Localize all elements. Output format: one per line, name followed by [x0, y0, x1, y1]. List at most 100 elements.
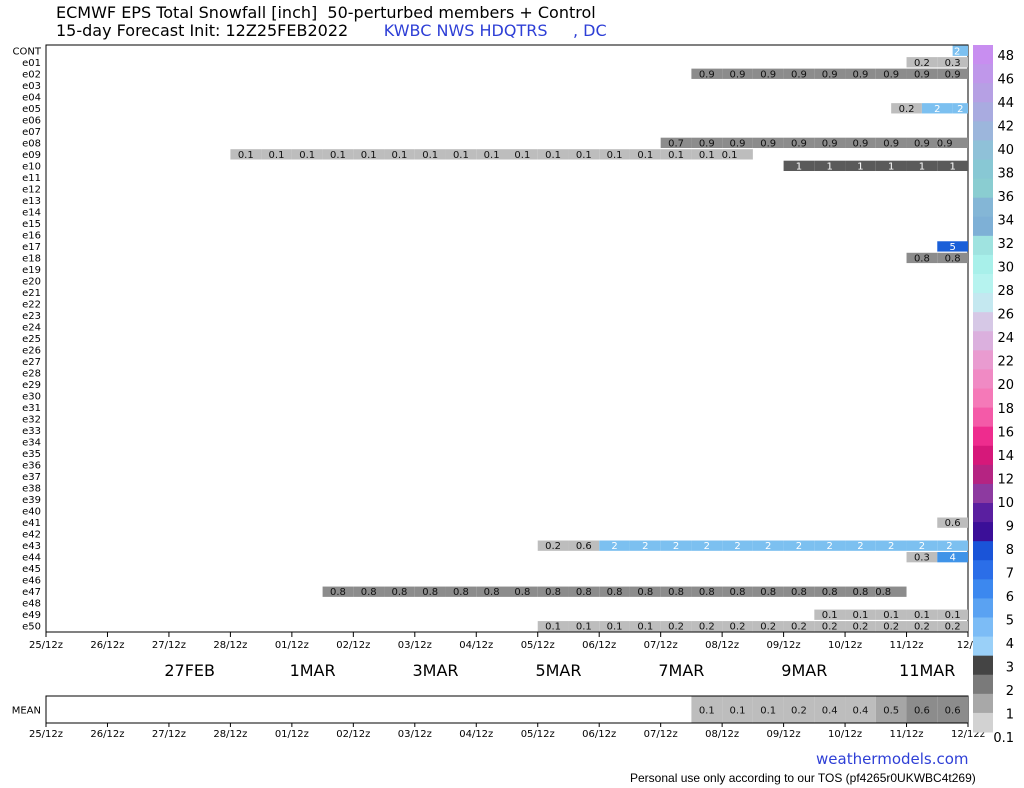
- cell-e10-3: [875, 160, 907, 172]
- cell-e10-4: [906, 160, 938, 172]
- value-label-e50-9: 0.2: [822, 622, 838, 633]
- cell-e09-4: [353, 149, 385, 160]
- colorbar-seg-8: [973, 197, 993, 218]
- colorbar-label-6: 36: [997, 190, 1014, 205]
- value-label-e08-6: 0.9: [852, 138, 868, 149]
- site-link[interactable]: weathermodels.com: [816, 750, 969, 768]
- member-label-e41: e41: [22, 518, 41, 529]
- mean-cell-7: [906, 696, 938, 723]
- cell-e09-12: [599, 149, 630, 160]
- cell-e10-0: [783, 160, 815, 172]
- value-label-CONT-0: 2: [954, 46, 960, 57]
- date-label-6: 11MAR: [899, 661, 955, 680]
- cell-e18-1: [937, 252, 968, 264]
- colorbar-seg-13: [973, 293, 993, 313]
- mean-value-7: 0.6: [914, 706, 930, 717]
- value-label-e47-3: 0.8: [422, 587, 438, 598]
- value-label-e09-4: 0.1: [361, 150, 377, 161]
- colorbar-seg-2: [973, 83, 993, 103]
- member-label-e32: e32: [22, 415, 41, 426]
- member-label-e47: e47: [22, 587, 41, 598]
- value-label-e09-15: 0.1: [699, 150, 715, 161]
- x-tick-label-14: 11/12z: [889, 640, 923, 651]
- member-label-e33: e33: [22, 426, 41, 437]
- member-label-e12: e12: [22, 184, 41, 195]
- value-label-e02-2: 0.9: [760, 69, 776, 80]
- member-label-e30: e30: [22, 392, 41, 403]
- member-label-e25: e25: [22, 334, 41, 345]
- member-label-e07: e07: [22, 127, 41, 138]
- cell-e43-3: [629, 540, 661, 551]
- cell-e08-2: [722, 137, 753, 148]
- mean-x-tick-label-12: 09/12z: [767, 729, 801, 740]
- station-name: KWBC NWS HDQTRS , DC: [383, 21, 607, 40]
- mean-x-tick-label-1: 26/12z: [90, 729, 124, 740]
- cell-e47-17: [845, 586, 876, 597]
- value-label-e49-4: 0.1: [945, 610, 961, 621]
- date-label-5: 9MAR: [781, 661, 827, 680]
- colorbar-label-14: 20: [997, 378, 1014, 393]
- value-label-e47-17: 0.8: [852, 587, 868, 598]
- cell-e47-9: [599, 586, 630, 597]
- value-label-e08-7: 0.9: [883, 138, 899, 149]
- value-label-e01-0: 0.2: [914, 58, 930, 69]
- value-label-e44-1: 4: [949, 553, 955, 564]
- colorbar-label-8: 32: [997, 237, 1014, 252]
- x-tick-label-12: 09/12z: [767, 640, 801, 651]
- cell-e47-4: [445, 586, 477, 597]
- value-label-e47-7: 0.8: [545, 587, 561, 598]
- value-label-e50-5: 0.2: [699, 622, 715, 633]
- value-label-e10-1: 1: [827, 161, 833, 172]
- cell-e47-18: [875, 586, 907, 597]
- colorbar-seg-1: [973, 64, 993, 84]
- member-label-e34: e34: [22, 438, 41, 449]
- cell-e02-0: [691, 68, 723, 79]
- colorbar-label-24: 5: [1006, 613, 1014, 628]
- cell-e43-1: [568, 540, 600, 551]
- value-label-e09-5: 0.1: [391, 150, 407, 161]
- value-label-e02-7: 0.9: [914, 69, 930, 80]
- cell-e50-12: [906, 621, 938, 632]
- value-label-e10-3: 1: [888, 161, 894, 172]
- value-label-e50-13: 0.2: [945, 622, 961, 633]
- cell-e41-0: [937, 517, 968, 528]
- value-label-e17-0: 5: [949, 242, 955, 253]
- colorbar-seg-17: [973, 369, 993, 389]
- member-label-e16: e16: [22, 230, 41, 241]
- cell-e43-13: [937, 540, 968, 551]
- mean-value-5: 0.4: [852, 706, 868, 717]
- cell-e01-0: [906, 57, 938, 68]
- value-label-e09-6: 0.1: [422, 150, 438, 161]
- value-label-e47-16: 0.8: [822, 587, 838, 598]
- cell-e47-6: [507, 586, 538, 597]
- value-label-e09-7: 0.1: [453, 150, 469, 161]
- colorbar-seg-20: [973, 426, 993, 447]
- date-label-1: 1MAR: [290, 661, 336, 680]
- cell-e08-8: [906, 137, 938, 148]
- cell-e05-0: [891, 103, 922, 114]
- cell-e08-6: [845, 137, 876, 148]
- cell-e50-8: [783, 621, 815, 632]
- colorbar-label-20: 9: [1006, 519, 1014, 534]
- mean-x-tick-label-11: 08/12z: [705, 729, 739, 740]
- value-label-e08-9: 0.9: [937, 138, 953, 149]
- cell-e08-9: [937, 137, 968, 148]
- colorbar-seg-29: [973, 598, 993, 618]
- value-label-e47-8: 0.8: [576, 587, 592, 598]
- member-label-CONT: CONT: [13, 46, 42, 57]
- member-label-e23: e23: [22, 311, 41, 322]
- member-label-e44: e44: [22, 553, 41, 564]
- colorbar-seg-35: [973, 712, 993, 733]
- member-label-e21: e21: [22, 288, 41, 299]
- member-label-e35: e35: [22, 449, 41, 460]
- cell-e47-13: [722, 586, 753, 597]
- cell-e09-1: [261, 149, 292, 160]
- value-label-e43-0: 0.2: [545, 541, 561, 552]
- value-label-e50-0: 0.1: [545, 622, 561, 633]
- mean-cell-3: [783, 696, 815, 723]
- colorbar-label-5: 38: [997, 167, 1014, 182]
- cell-e43-5: [691, 540, 723, 551]
- value-label-e43-8: 2: [796, 541, 802, 552]
- member-label-e28: e28: [22, 369, 41, 380]
- value-label-e09-1: 0.1: [269, 150, 285, 161]
